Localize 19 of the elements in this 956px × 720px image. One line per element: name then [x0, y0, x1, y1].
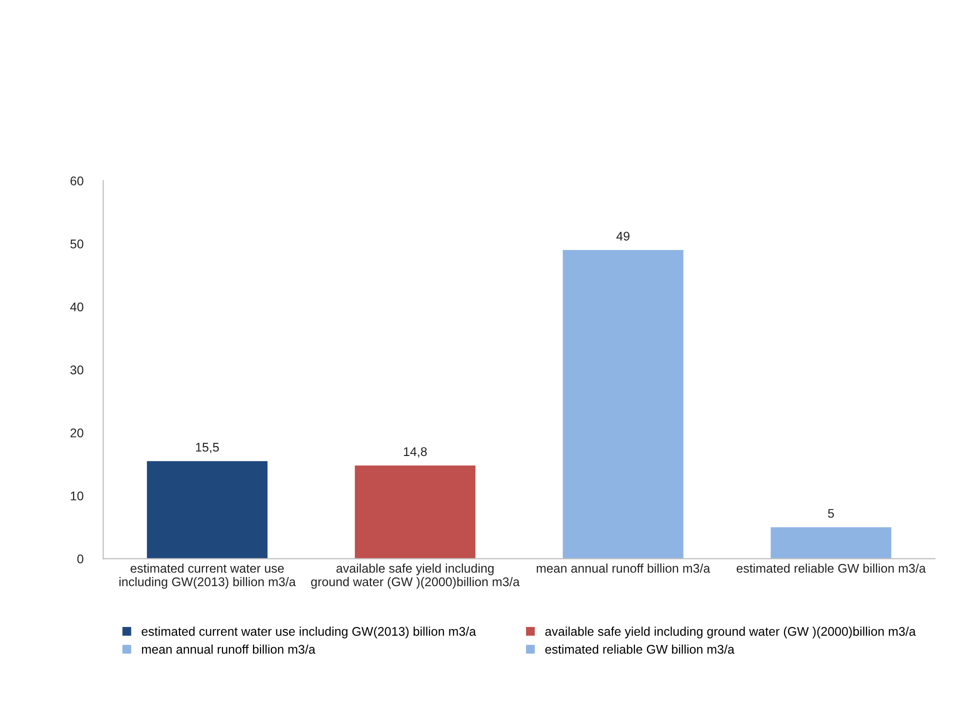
- legend-label: estimated reliable GW billion m3/a: [545, 644, 734, 654]
- legend-label: estimated current water use including GW(2013) billion m3/a: [142, 626, 476, 638]
- x-tick-label: estimated current water use including GW(2013) billion m3/a: [119, 564, 296, 589]
- data-label: 49: [616, 232, 630, 241]
- x-tick-label: estimated reliable GW billion m3/a: [736, 564, 926, 573]
- x-tick-label: available safe yield including ground water (GW )(2000)billion m3/a: [311, 564, 520, 589]
- data-label: 5: [828, 509, 834, 518]
- legend-label: available safe yield including ground water (GW )(2000)billion m3/a: [545, 626, 916, 638]
- y-tick-label: 20: [70, 428, 84, 438]
- y-tick-label: 60: [70, 176, 84, 186]
- y-tick-label: 50: [70, 240, 84, 248]
- y-tick-label: 0: [77, 554, 84, 564]
- y-tick-label: 30: [70, 366, 84, 374]
- legend-label: mean annual runoff billion m3/a: [142, 644, 316, 654]
- y-tick-label: 10: [70, 492, 84, 500]
- y-tick-label: 40: [70, 302, 84, 312]
- data-label: 15,5: [196, 442, 219, 454]
- x-tick-label: mean annual runoff billion m3/a: [536, 564, 710, 573]
- data-label: 14,8: [404, 447, 427, 458]
